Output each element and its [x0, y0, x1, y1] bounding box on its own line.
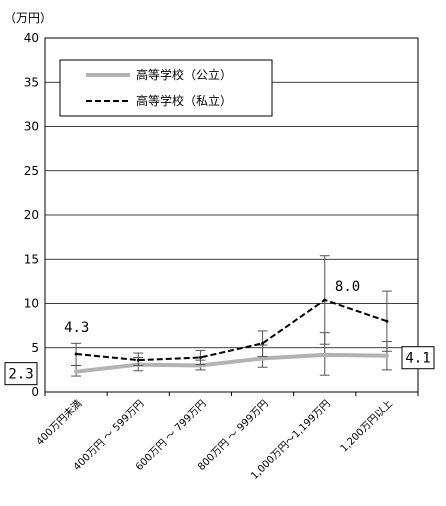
annotation-box [4, 362, 38, 386]
data-point [74, 352, 78, 356]
x-category-label: 600万円 ～ 799万円 [134, 398, 209, 473]
data-point [323, 353, 327, 357]
y-tick-label: 35 [24, 75, 39, 89]
series-line-public [74, 352, 389, 374]
annotation-label: 2.3 [8, 367, 33, 383]
data-point [385, 354, 389, 358]
x-category-label: 1,200万円以上 [338, 398, 395, 455]
y-tick-label: 20 [24, 208, 39, 222]
annotation-label: 4.1 [405, 351, 430, 367]
data-point [136, 358, 140, 362]
legend-label-private: 高等学校（私立） [136, 93, 232, 108]
data-point [198, 355, 202, 359]
y-tick-label: 10 [24, 297, 39, 311]
annotation-box [401, 346, 435, 370]
annotation-label: 4.3 [64, 320, 89, 336]
y-tick-label: 15 [24, 252, 39, 266]
data-point [261, 356, 265, 360]
legend: 高等学校（公立） 高等学校（私立） [59, 59, 273, 117]
y-tick-label: 0 [31, 385, 39, 399]
series-line-private [75, 298, 388, 362]
x-category-label: 800万円 ～ 999万円 [196, 398, 271, 473]
x-category-label: 400万円未満 [34, 398, 84, 448]
annotation-label: 8.0 [335, 279, 360, 295]
y-unit-label: （万円） [4, 11, 52, 25]
data-point [323, 298, 327, 302]
data-point [385, 319, 389, 323]
y-tick-label: 5 [31, 341, 39, 355]
y-tick-label: 25 [24, 164, 39, 178]
y-tick-label: 30 [24, 120, 39, 134]
data-point [261, 341, 265, 345]
series-1 [71, 255, 392, 366]
data-point [74, 370, 78, 374]
legend-box [59, 59, 273, 117]
legend-label-public: 高等学校（公立） [136, 67, 232, 82]
y-tick-label: 40 [24, 31, 39, 45]
series-0 [71, 332, 392, 377]
x-category-label: 400万円 ～ 599万円 [72, 398, 147, 473]
